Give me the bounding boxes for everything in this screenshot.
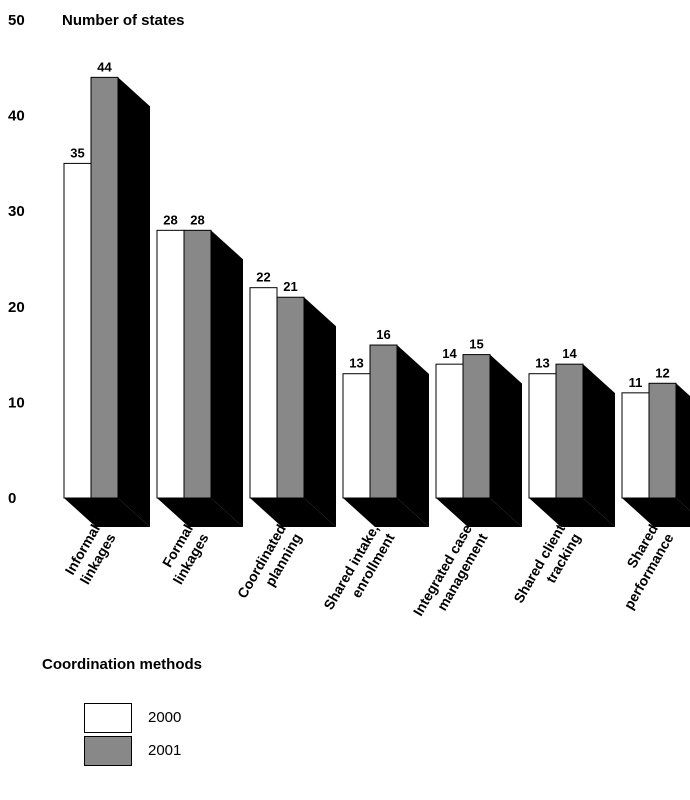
- bar-chart: Number of states010203040503544Informall…: [8, 12, 690, 618]
- data-label: 21: [283, 279, 297, 294]
- bar-side-shadow: [490, 354, 522, 527]
- data-label: 14: [562, 346, 577, 361]
- legend-item-2001: 2001: [84, 736, 284, 768]
- bar-side-shadow: [397, 345, 429, 527]
- bar-side-shadow: [118, 77, 150, 528]
- bar-2000: [249, 287, 278, 499]
- bar-floor-shadow: [529, 498, 615, 527]
- data-label: 44: [97, 59, 112, 74]
- bar-2000: [621, 392, 650, 499]
- data-label: 11: [629, 375, 643, 390]
- bar-2001: [369, 344, 398, 499]
- bar-floor-shadow: [64, 498, 150, 527]
- data-label: 16: [376, 327, 390, 342]
- bar-2000: [435, 363, 464, 499]
- bar-2001: [276, 296, 305, 499]
- y-axis-title: Number of states: [62, 12, 185, 29]
- bar-2000: [63, 162, 92, 499]
- bar-2000: [528, 373, 557, 499]
- bar-2001: [462, 354, 491, 499]
- data-label: 35: [70, 145, 84, 160]
- data-label: 14: [442, 346, 457, 361]
- bar-side-shadow: [583, 364, 615, 527]
- bar-floor-shadow: [250, 498, 336, 527]
- bar-floor-shadow: [157, 498, 243, 527]
- legend-label-2001: 2001: [148, 742, 182, 759]
- y-tick-label: 0: [8, 490, 16, 507]
- data-label: 15: [469, 337, 483, 352]
- y-tick-label: 50: [8, 12, 25, 29]
- legend-item-2000: 2000: [84, 703, 284, 735]
- bar-2001: [90, 76, 119, 499]
- bar-2001: [648, 382, 677, 499]
- data-label: 13: [349, 356, 363, 371]
- data-label: 22: [256, 270, 270, 285]
- bar-floor-shadow: [343, 498, 429, 527]
- y-tick-label: 30: [8, 203, 25, 220]
- y-tick-label: 20: [8, 299, 25, 316]
- bar-floor-shadow: [622, 498, 690, 527]
- bar-2001: [183, 229, 212, 499]
- bar-2000: [156, 229, 185, 499]
- data-label: 12: [655, 365, 669, 380]
- bar-side-shadow: [676, 383, 690, 511]
- y-tick-label: 40: [8, 108, 25, 125]
- bar-2001: [555, 363, 584, 499]
- bar-side-shadow: [304, 297, 336, 527]
- bar-2000: [342, 373, 371, 499]
- bar-floor-shadow: [436, 498, 522, 527]
- bar-side-shadow: [211, 230, 243, 527]
- y-tick-label: 10: [8, 394, 25, 411]
- data-label: 13: [535, 356, 549, 371]
- legend-label-2000: 2000: [148, 709, 182, 726]
- legend-swatch-2001: [84, 736, 132, 766]
- x-axis-title: Coordination methods: [42, 656, 202, 673]
- data-label: 28: [163, 212, 177, 227]
- legend-swatch-2000: [84, 703, 132, 733]
- data-label: 28: [190, 212, 204, 227]
